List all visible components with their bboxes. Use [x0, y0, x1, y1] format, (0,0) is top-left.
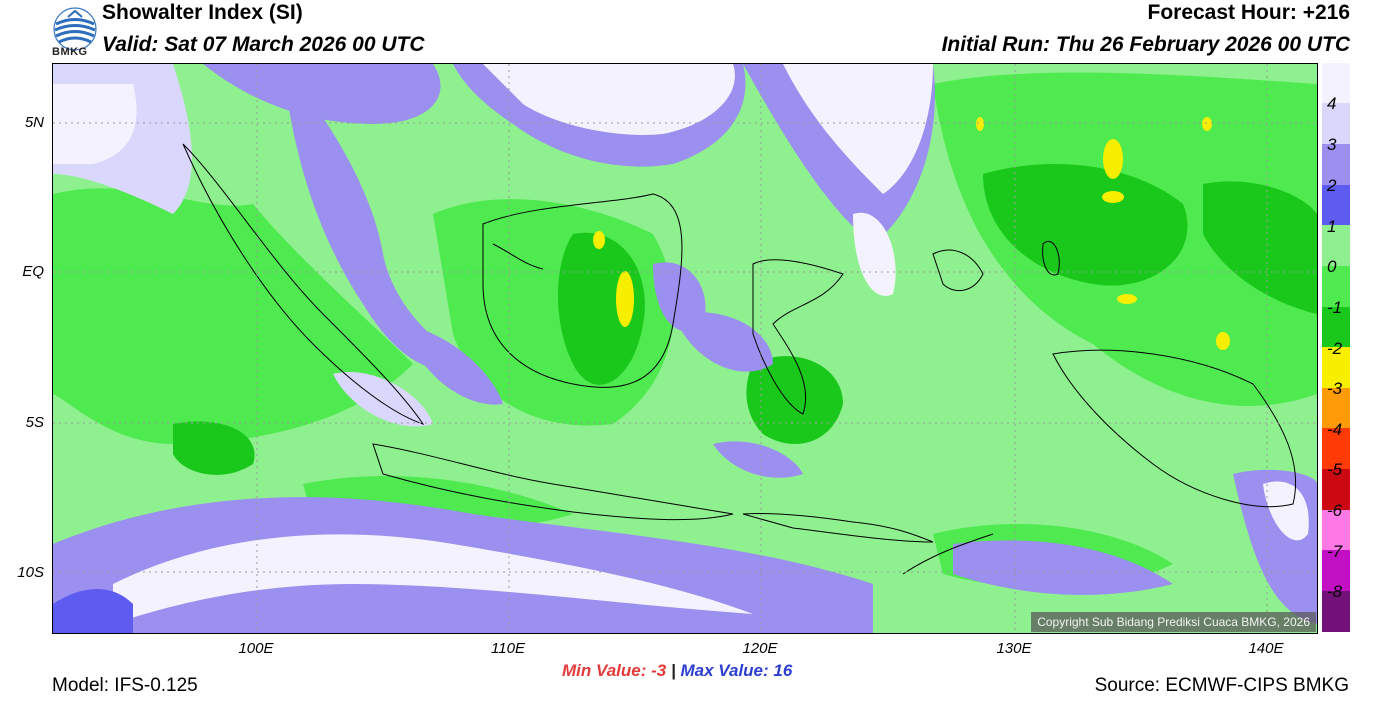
lon-label-140e: 140E: [1248, 640, 1284, 657]
legend-swatch: [1322, 185, 1350, 226]
forecast-hour: Forecast Hour: +216: [1147, 1, 1351, 24]
max-value: 16: [773, 661, 793, 680]
instability-cell: [1103, 139, 1123, 179]
min-max-values: Min Value: -3 | Max Value: 16: [562, 661, 792, 681]
copyright-note: Copyright Sub Bidang Prediksi Cuaca BMKG…: [1031, 612, 1316, 632]
legend-swatch: [1322, 225, 1350, 266]
lat-label-5s: 5S: [25, 414, 44, 431]
legend-swatch: [1322, 63, 1350, 104]
showalter-field: [53, 64, 1317, 633]
model-name: Model: IFS-0.125: [52, 675, 198, 696]
min-max-separator: |: [670, 661, 676, 680]
max-value-label: Max Value:: [680, 661, 769, 680]
legend-swatch: [1322, 428, 1350, 469]
lon-label-120e: 120E: [742, 640, 778, 657]
instability-cell: [1216, 332, 1230, 350]
color-legend: [1322, 63, 1350, 632]
instability-cell: [976, 117, 984, 131]
instability-cell: [1102, 191, 1124, 203]
lat-label-5n: 5N: [24, 114, 44, 131]
instability-cell: [1117, 294, 1137, 304]
map-area: Copyright Sub Bidang Prediksi Cuaca BMKG…: [52, 63, 1318, 634]
min-value: -3: [651, 661, 667, 680]
legend-label: -6: [1327, 501, 1343, 520]
legend-swatch: [1322, 591, 1350, 632]
legend-label: 2: [1327, 176, 1337, 195]
legend-swatch: [1322, 347, 1350, 388]
legend-swatch: [1322, 469, 1350, 510]
lat-label-eq: EQ: [22, 263, 44, 280]
legend-label: 1: [1327, 217, 1337, 236]
instability-cell: [1202, 117, 1212, 131]
valid-time: Valid: Sat 07 March 2026 00 UTC: [102, 33, 425, 56]
legend-label: -1: [1327, 298, 1343, 317]
legend-label: -5: [1327, 460, 1343, 479]
data-source: Source: ECMWF-CIPS BMKG: [1094, 675, 1349, 696]
lon-label-100e: 100E: [238, 640, 274, 657]
legend-label: -4: [1327, 420, 1343, 439]
legend-label: -7: [1327, 542, 1343, 561]
min-value-label: Min Value:: [562, 661, 647, 680]
legend-swatch: [1322, 266, 1350, 307]
legend-label: -3: [1327, 379, 1343, 398]
bmkg-logo-icon: [53, 7, 97, 51]
legend-label: 4: [1327, 94, 1337, 113]
legend-swatch: [1322, 144, 1350, 185]
instability-cell: [616, 271, 634, 327]
legend-label: 3: [1327, 135, 1337, 154]
instability-cell: [593, 231, 605, 249]
legend-swatch: [1322, 103, 1350, 144]
map-title: Showalter Index (SI): [102, 1, 303, 24]
logo-text: BMKG: [52, 46, 88, 58]
lat-label-10s: 10S: [17, 564, 44, 581]
legend-swatch: [1322, 510, 1350, 551]
legend-swatch: [1322, 550, 1350, 591]
legend-label: -8: [1327, 582, 1343, 601]
lon-label-130e: 130E: [996, 640, 1032, 657]
initial-run: Initial Run: Thu 26 February 2026 00 UTC: [941, 33, 1350, 56]
lon-label-110e: 110E: [491, 640, 525, 657]
legend-label: -2: [1327, 339, 1343, 358]
legend-label: 0: [1327, 257, 1337, 276]
legend-swatch: [1322, 307, 1350, 348]
legend-swatch: [1322, 388, 1350, 429]
